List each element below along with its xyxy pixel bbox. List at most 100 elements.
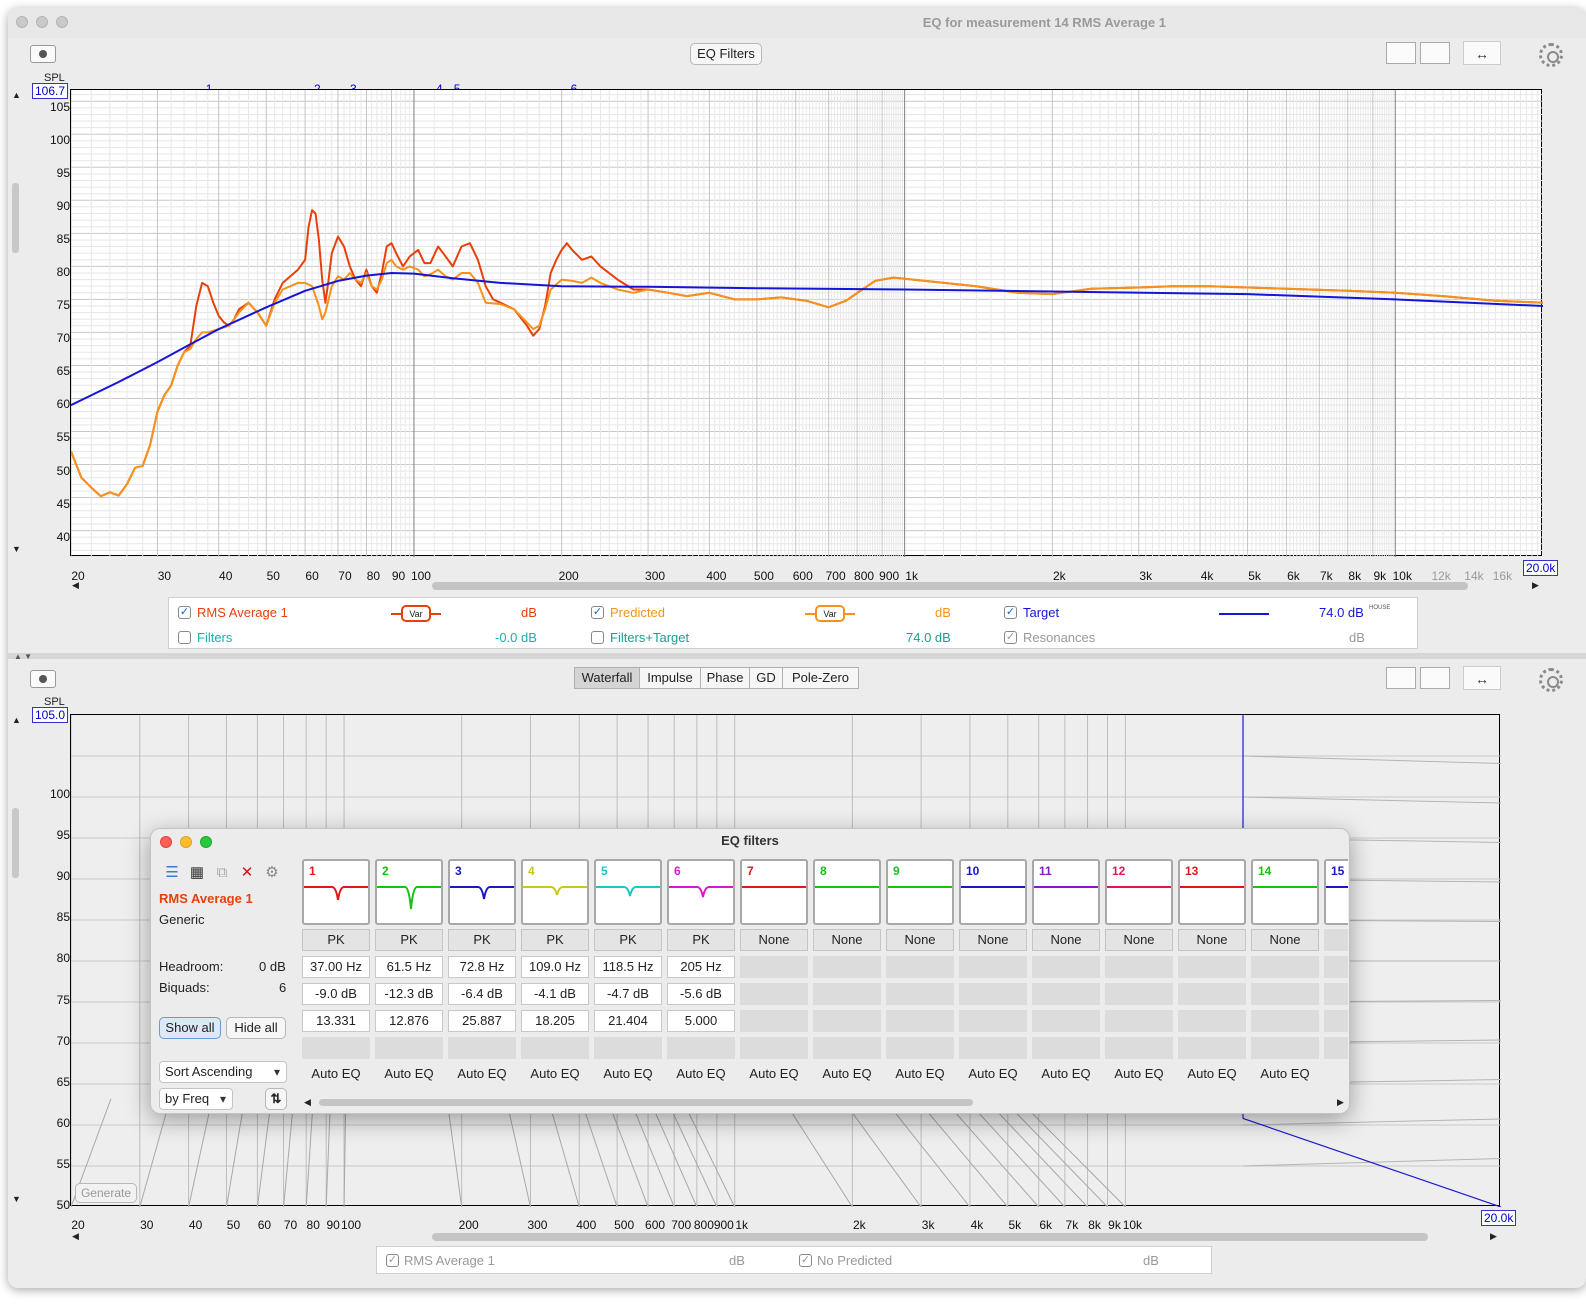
filter-type-selector[interactable]: None [1178,929,1246,951]
filter-type-selector[interactable]: None [1251,929,1319,951]
filter-mode-selector[interactable]: Auto EQ [311,1066,361,1081]
filter-frequency-field[interactable] [959,956,1027,978]
dialog-horizontal-scrollbar[interactable] [319,1099,973,1106]
filter-mode-selector[interactable]: Auto EQ [530,1066,580,1081]
top-scroll-left-icon[interactable]: ◀ [72,580,79,590]
filter-q-field[interactable] [1324,1010,1348,1032]
multi-graph-layout-icon[interactable] [1420,42,1450,64]
bottom-scroll-down-icon[interactable]: ▼ [12,1194,21,1204]
splitter-arrows-icon[interactable]: ▲ ▼ [14,652,33,661]
copy-icon[interactable]: ⧉ [216,864,228,881]
filter-type-selector[interactable]: None [959,929,1027,951]
resonances-checkbox[interactable]: ✓ [1004,631,1017,644]
sort-by-dropdown[interactable]: by Freq [159,1088,233,1110]
filter-frequency-field[interactable] [1178,956,1246,978]
filters-target-checkbox[interactable] [591,631,604,644]
filter-gain-field[interactable] [1178,983,1246,1005]
filter-gain-field[interactable]: -6.4 dB [448,983,516,1005]
dialog-zoom-button[interactable] [200,836,212,848]
predicted-var-badge[interactable]: Var [815,605,845,622]
tab-waterfall[interactable]: Waterfall [574,667,640,689]
filter-type-selector[interactable]: None [886,929,954,951]
filter-mode-selector[interactable]: Auto EQ [1187,1066,1237,1081]
filter-type-selector[interactable]: None [813,929,881,951]
filter-q-field[interactable]: 13.331 [302,1010,370,1032]
filter-gain-field[interactable]: -12.3 dB [375,983,443,1005]
filter-frequency-field[interactable]: 37.00 Hz [302,956,370,978]
bottom-vertical-scrollbar[interactable] [12,808,19,878]
top-scroll-right-icon[interactable]: ▶ [1532,580,1539,590]
filter-q-field[interactable] [1178,1010,1246,1032]
target-level-value[interactable]: 74.0 dB [1319,605,1364,620]
filter-response-thumbnail[interactable]: 7 [740,859,808,925]
filter-gain-field[interactable] [813,983,881,1005]
tab-impulse[interactable]: Impulse [639,667,701,689]
filter-mode-selector[interactable]: A [1324,1064,1348,1086]
bottom-scroll-up-icon[interactable]: ▲ [12,715,21,725]
filter-q-field[interactable] [1251,1010,1319,1032]
filter-gain-field[interactable] [740,983,808,1005]
target-checkbox[interactable]: ✓ [1004,606,1017,619]
top-scroll-down-icon[interactable]: ▼ [12,544,21,554]
dialog-close-button[interactable] [160,836,172,848]
filter-q-field[interactable] [959,1010,1027,1032]
bottom-rms-checkbox[interactable]: ✓ [386,1254,399,1267]
filter-mode-selector[interactable]: Auto EQ [457,1066,507,1081]
filter-mode-selector[interactable]: Auto EQ [1114,1066,1164,1081]
filter-q-field[interactable] [740,1010,808,1032]
filter-response-thumbnail[interactable]: 1 [302,859,370,925]
bottom-scroll-right-icon[interactable]: ▶ [1490,1231,1497,1241]
filter-response-thumbnail[interactable]: 13 [1178,859,1246,925]
filter-mode-selector[interactable]: Auto EQ [1041,1066,1091,1081]
filter-mode-selector[interactable]: Auto EQ [603,1066,653,1081]
filter-response-thumbnail[interactable]: 9 [886,859,954,925]
filter-q-field[interactable]: 12.876 [375,1010,443,1032]
filter-q-field[interactable]: 21.404 [594,1010,662,1032]
hide-all-button[interactable]: Hide all [226,1017,286,1039]
filter-type-selector[interactable]: PK [521,929,589,951]
filter-frequency-field[interactable] [886,956,954,978]
filter-frequency-field[interactable]: 109.0 Hz [521,956,589,978]
bottom-y-max-box[interactable]: 105.0 [32,707,69,723]
filter-frequency-field[interactable]: 118.5 Hz [594,956,662,978]
filter-mode-selector[interactable]: Auto EQ [822,1066,872,1081]
filter-mode-selector[interactable]: Auto EQ [749,1066,799,1081]
dialog-scroll-left-icon[interactable]: ◀ [304,1097,311,1107]
pane-splitter[interactable] [8,653,1586,659]
filter-response-thumbnail[interactable]: 11 [1032,859,1100,925]
filter-type-selector[interactable]: PK [302,929,370,951]
expand-arrows-icon[interactable]: ↔ [1463,41,1501,65]
bottom-single-layout-icon[interactable] [1386,667,1416,689]
filter-gain-field[interactable] [1251,983,1319,1005]
filters-checkbox[interactable] [178,631,191,644]
settings-gear-icon[interactable] [1539,43,1563,67]
filter-frequency-field[interactable]: 205 Hz [667,956,735,978]
bottom-capture-icon[interactable] [30,670,56,688]
layers-icon[interactable]: ☰ [165,864,179,881]
minimize-window-button[interactable] [36,16,48,28]
filter-q-field[interactable] [1032,1010,1100,1032]
filter-response-thumbnail[interactable]: 14 [1251,859,1319,925]
filter-mode-selector[interactable]: Auto EQ [895,1066,945,1081]
delete-icon[interactable]: ✕ [240,864,254,881]
sort-apply-icon[interactable]: ⇅ [265,1088,287,1110]
filter-response-thumbnail[interactable]: 3 [448,859,516,925]
sort-order-dropdown[interactable]: Sort Ascending [159,1061,287,1083]
rms-average-checkbox[interactable]: ✓ [178,606,191,619]
bottom-multi-layout-icon[interactable] [1420,667,1450,689]
filter-response-thumbnail[interactable]: 4 [521,859,589,925]
filter-q-field[interactable] [813,1010,881,1032]
zoom-window-button[interactable] [56,16,68,28]
top-vertical-scrollbar[interactable] [12,183,19,253]
filter-response-thumbnail[interactable]: 15 [1324,859,1348,925]
filter-frequency-field[interactable] [813,956,881,978]
grid-icon[interactable]: ▦ [189,864,205,881]
generate-button[interactable]: Generate [75,1183,137,1203]
predicted-checkbox[interactable]: ✓ [591,606,604,619]
bottom-settings-gear-icon[interactable] [1539,668,1563,692]
bottom-horizontal-scrollbar[interactable] [432,1233,1428,1241]
filter-frequency-field[interactable] [1105,956,1173,978]
filter-type-selector[interactable]: PK [448,929,516,951]
filter-gain-field[interactable]: -4.7 dB [594,983,662,1005]
filter-response-thumbnail[interactable]: 8 [813,859,881,925]
